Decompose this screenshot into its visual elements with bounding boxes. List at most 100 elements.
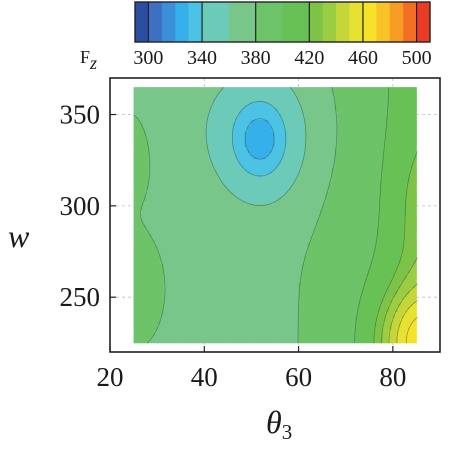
- contour-cell: [262, 201, 266, 205]
- contour-cell: [415, 225, 417, 229]
- contour-cell: [292, 237, 296, 241]
- contour-cell: [388, 192, 392, 196]
- contour-cell: [232, 222, 236, 226]
- contour-cell: [361, 177, 365, 181]
- contour-cell: [397, 162, 401, 166]
- contour-cell: [358, 117, 362, 121]
- contour-cell: [397, 201, 401, 205]
- contour-cell: [187, 93, 191, 97]
- contour-cell: [136, 114, 140, 118]
- contour-cell: [202, 132, 206, 136]
- contour-cell: [328, 195, 332, 199]
- contour-cell: [184, 171, 188, 175]
- contour-cell: [289, 153, 293, 157]
- contour-cell: [259, 129, 263, 133]
- contour-cell: [373, 102, 377, 106]
- contour-cell: [259, 96, 263, 100]
- contour-cell: [286, 87, 290, 91]
- contour-cell: [289, 108, 293, 112]
- contour-cell: [157, 216, 161, 220]
- contour-cell: [289, 177, 293, 181]
- contour-cell: [166, 132, 170, 136]
- contour-cell: [412, 216, 416, 220]
- contour-cell: [172, 162, 176, 166]
- contour-cell: [337, 147, 341, 151]
- contour-cell: [193, 237, 197, 241]
- contour-cell: [397, 102, 401, 106]
- contour-cell: [397, 129, 401, 133]
- contour-cell: [241, 183, 245, 187]
- contour-cell: [385, 219, 389, 223]
- contour-cell: [169, 117, 173, 121]
- contour-cell: [340, 222, 344, 226]
- contour-cell: [184, 129, 188, 133]
- contour-cell: [229, 117, 233, 121]
- contour-cell: [265, 102, 269, 106]
- contour-cell: [292, 93, 296, 97]
- contour-cell: [301, 201, 305, 205]
- contour-cell: [328, 123, 332, 127]
- contour-cell: [394, 165, 398, 169]
- contour-cell: [193, 120, 197, 124]
- contour-cell: [169, 240, 173, 244]
- contour-cell: [388, 231, 392, 235]
- contour-cell: [358, 90, 362, 94]
- contour-cell: [361, 105, 365, 109]
- contour-cell: [172, 111, 176, 115]
- contour-cell: [286, 120, 290, 124]
- contour-cell: [244, 192, 248, 196]
- contour-cell: [289, 138, 293, 142]
- colorbar-frame: [134, 1, 431, 43]
- contour-cell: [304, 156, 308, 160]
- contour-cell: [175, 225, 179, 229]
- contour-cell: [280, 234, 284, 238]
- contour-cell: [220, 204, 224, 208]
- contour-cell: [412, 99, 416, 103]
- contour-cell: [343, 135, 347, 139]
- contour-cell: [259, 219, 263, 223]
- contour-cell: [274, 225, 278, 229]
- contour-cell: [355, 120, 359, 124]
- contour-cell: [337, 210, 341, 214]
- contour-cell: [253, 183, 257, 187]
- contour-cell: [289, 222, 293, 226]
- contour-cell: [199, 186, 203, 190]
- contour-cell: [292, 165, 296, 169]
- contour-cell: [214, 237, 218, 241]
- contour-cell: [358, 237, 362, 241]
- contour-cell: [259, 201, 263, 205]
- contour-cell: [334, 192, 338, 196]
- contour-cell: [133, 99, 137, 103]
- contour-cell: [163, 147, 167, 151]
- contour-cell: [337, 180, 341, 184]
- contour-cell: [193, 105, 197, 109]
- contour-cell: [175, 111, 179, 115]
- contour-cell: [214, 207, 218, 211]
- contour-cell: [388, 177, 392, 181]
- contour-cell: [394, 168, 398, 172]
- contour-cell: [181, 105, 185, 109]
- contour-cell: [172, 165, 176, 169]
- contour-cell: [379, 228, 383, 232]
- contour-cell: [148, 144, 152, 148]
- contour-cell: [376, 135, 380, 139]
- contour-cell: [310, 177, 314, 181]
- contour-cell: [406, 186, 410, 190]
- contour-cell: [283, 204, 287, 208]
- contour-cell: [238, 108, 242, 112]
- contour-cell: [136, 198, 140, 202]
- contour-cell: [190, 213, 194, 217]
- contour-cell: [184, 237, 188, 241]
- contour-cell: [274, 204, 278, 208]
- contour-cell: [172, 177, 176, 181]
- contour-cell: [142, 126, 146, 130]
- contour-cell: [391, 231, 395, 235]
- contour-cell: [292, 126, 296, 130]
- contour-cell: [253, 180, 257, 184]
- contour-cell: [322, 153, 326, 157]
- contour-cell: [187, 177, 191, 181]
- contour-cell: [364, 180, 368, 184]
- contour-cell: [328, 129, 332, 133]
- contour-cell: [214, 159, 218, 163]
- contour-cell: [133, 216, 137, 220]
